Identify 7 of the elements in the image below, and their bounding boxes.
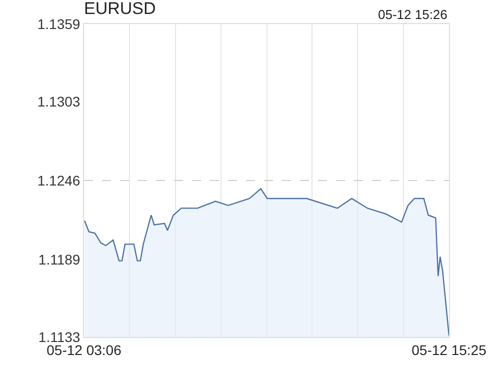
text: 05-12 15:26 [378,7,448,22]
y-tick-label: 1.1189 [38,251,80,268]
chart-title: EURUSD [84,0,156,18]
y-tick-label: 1.1359 [37,16,80,32]
y-tick-label: 1.1303 [37,93,80,110]
x-tick-label: 05-12 15:25 [412,342,487,358]
y-tick-label: 1.1246 [37,172,80,188]
